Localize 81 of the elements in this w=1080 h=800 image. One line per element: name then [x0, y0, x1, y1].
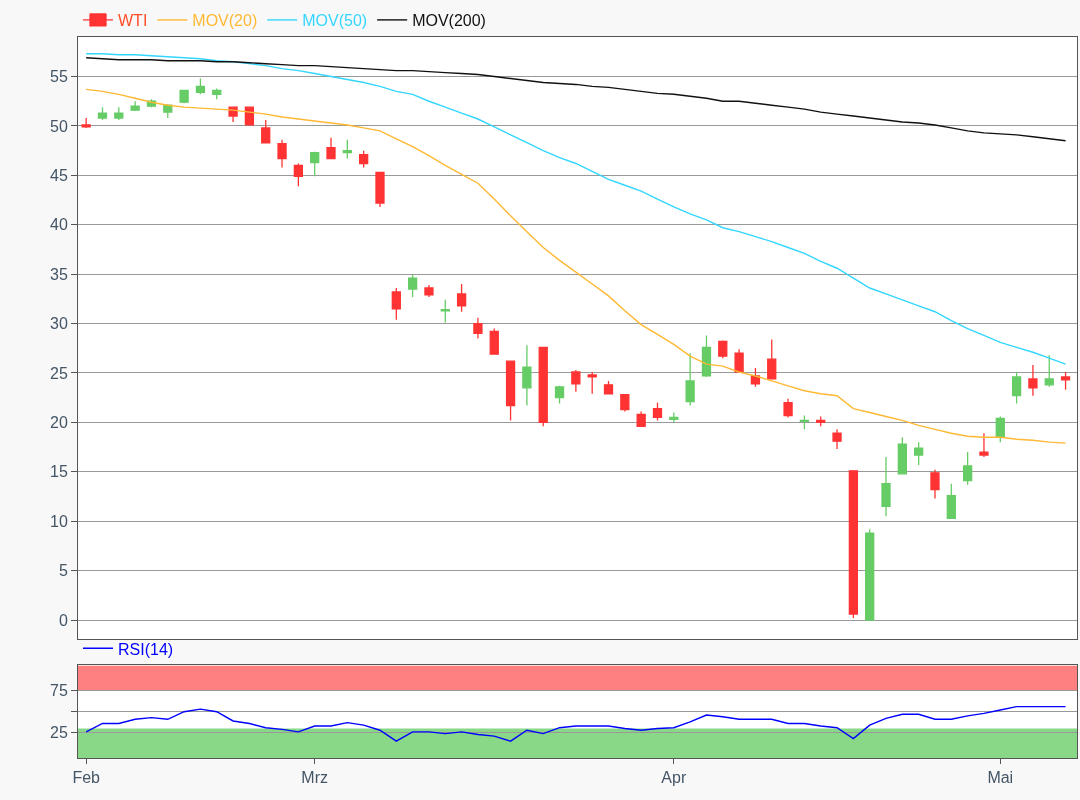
candlestick — [310, 150, 320, 177]
candlestick — [97, 106, 108, 121]
y-tick-label: 75 — [50, 682, 68, 700]
y-tick-label: 0 — [58, 611, 68, 629]
y-tick-label: 20 — [50, 414, 68, 431]
candlestick — [505, 360, 516, 422]
candlestick — [946, 483, 956, 519]
candlestick — [407, 273, 418, 298]
y-tick-label: 45 — [50, 166, 68, 184]
candlestick — [685, 352, 695, 407]
y-tick-label: 35 — [50, 265, 68, 283]
candlestick — [554, 385, 565, 405]
y-tick-label: 10 — [50, 512, 68, 530]
candlestick — [473, 317, 483, 340]
candlestick — [522, 344, 532, 407]
candlestick — [571, 369, 581, 393]
x-tick-label: Feb — [72, 769, 101, 787]
candlestick — [897, 436, 907, 475]
candlestick — [995, 415, 1005, 443]
y-tick-label: 50 — [50, 117, 68, 135]
candlestick — [587, 371, 597, 395]
candlestick — [424, 284, 434, 298]
legend-label: MOV(200) — [412, 12, 486, 30]
candlestick — [865, 528, 875, 621]
candlestick — [799, 414, 810, 430]
candlestick — [391, 287, 401, 321]
y-tick-label: 15 — [50, 463, 68, 481]
candlestick — [359, 149, 369, 169]
candlestick — [277, 139, 287, 169]
candlestick — [195, 77, 206, 95]
candlestick — [375, 171, 385, 208]
candlestick — [261, 119, 271, 144]
candlestick — [538, 346, 548, 427]
line-series — [85, 88, 1067, 444]
legend-label: WTI — [118, 12, 148, 30]
y-tick-label: 25 — [50, 724, 68, 742]
candlestick — [783, 398, 793, 419]
candlestick — [114, 106, 124, 121]
legend-label: MOV(20) — [192, 12, 258, 30]
candlestick — [914, 441, 924, 466]
legend-label: MOV(50) — [302, 12, 368, 30]
candlestick — [734, 348, 744, 373]
legend-label: RSI(14) — [118, 640, 174, 658]
candlestick — [130, 100, 140, 112]
candlestick — [1044, 354, 1054, 388]
line-series — [85, 53, 1067, 365]
candlestick — [440, 299, 450, 324]
candlestick — [1011, 371, 1022, 405]
candlestick — [881, 456, 891, 517]
x-tick-label: Mrz — [301, 769, 329, 787]
y-tick-label: 25 — [50, 364, 68, 382]
candlestick — [81, 117, 91, 129]
candlestick — [489, 327, 499, 355]
candlestick — [701, 334, 712, 378]
candlestick — [1060, 371, 1071, 391]
candlestick — [179, 89, 189, 104]
candlestick — [718, 339, 728, 359]
y-tick-label: 30 — [50, 315, 68, 333]
candlestick — [750, 367, 761, 388]
candlestick — [293, 162, 304, 187]
line-series — [85, 57, 1067, 142]
candlestick — [832, 428, 842, 450]
y-tick-label: 5 — [58, 562, 68, 580]
x-tick-label: Apr — [661, 769, 687, 787]
candlestick — [930, 469, 940, 500]
candlestick — [326, 137, 336, 160]
candlestick — [652, 401, 663, 422]
candlestick — [342, 139, 352, 160]
y-tick-label: 40 — [50, 216, 68, 234]
candlestick — [962, 451, 973, 486]
candlestick — [603, 380, 614, 395]
x-tick-label: Mai — [987, 769, 1014, 787]
candlestick — [456, 283, 467, 313]
line-series — [85, 705, 1067, 742]
y-tick-label: 55 — [50, 68, 68, 86]
candlestick — [636, 410, 646, 427]
candlestick — [767, 338, 777, 380]
candlestick — [1028, 364, 1038, 397]
candlestick — [979, 432, 989, 458]
candlestick — [620, 394, 630, 413]
candlestick — [848, 470, 859, 619]
